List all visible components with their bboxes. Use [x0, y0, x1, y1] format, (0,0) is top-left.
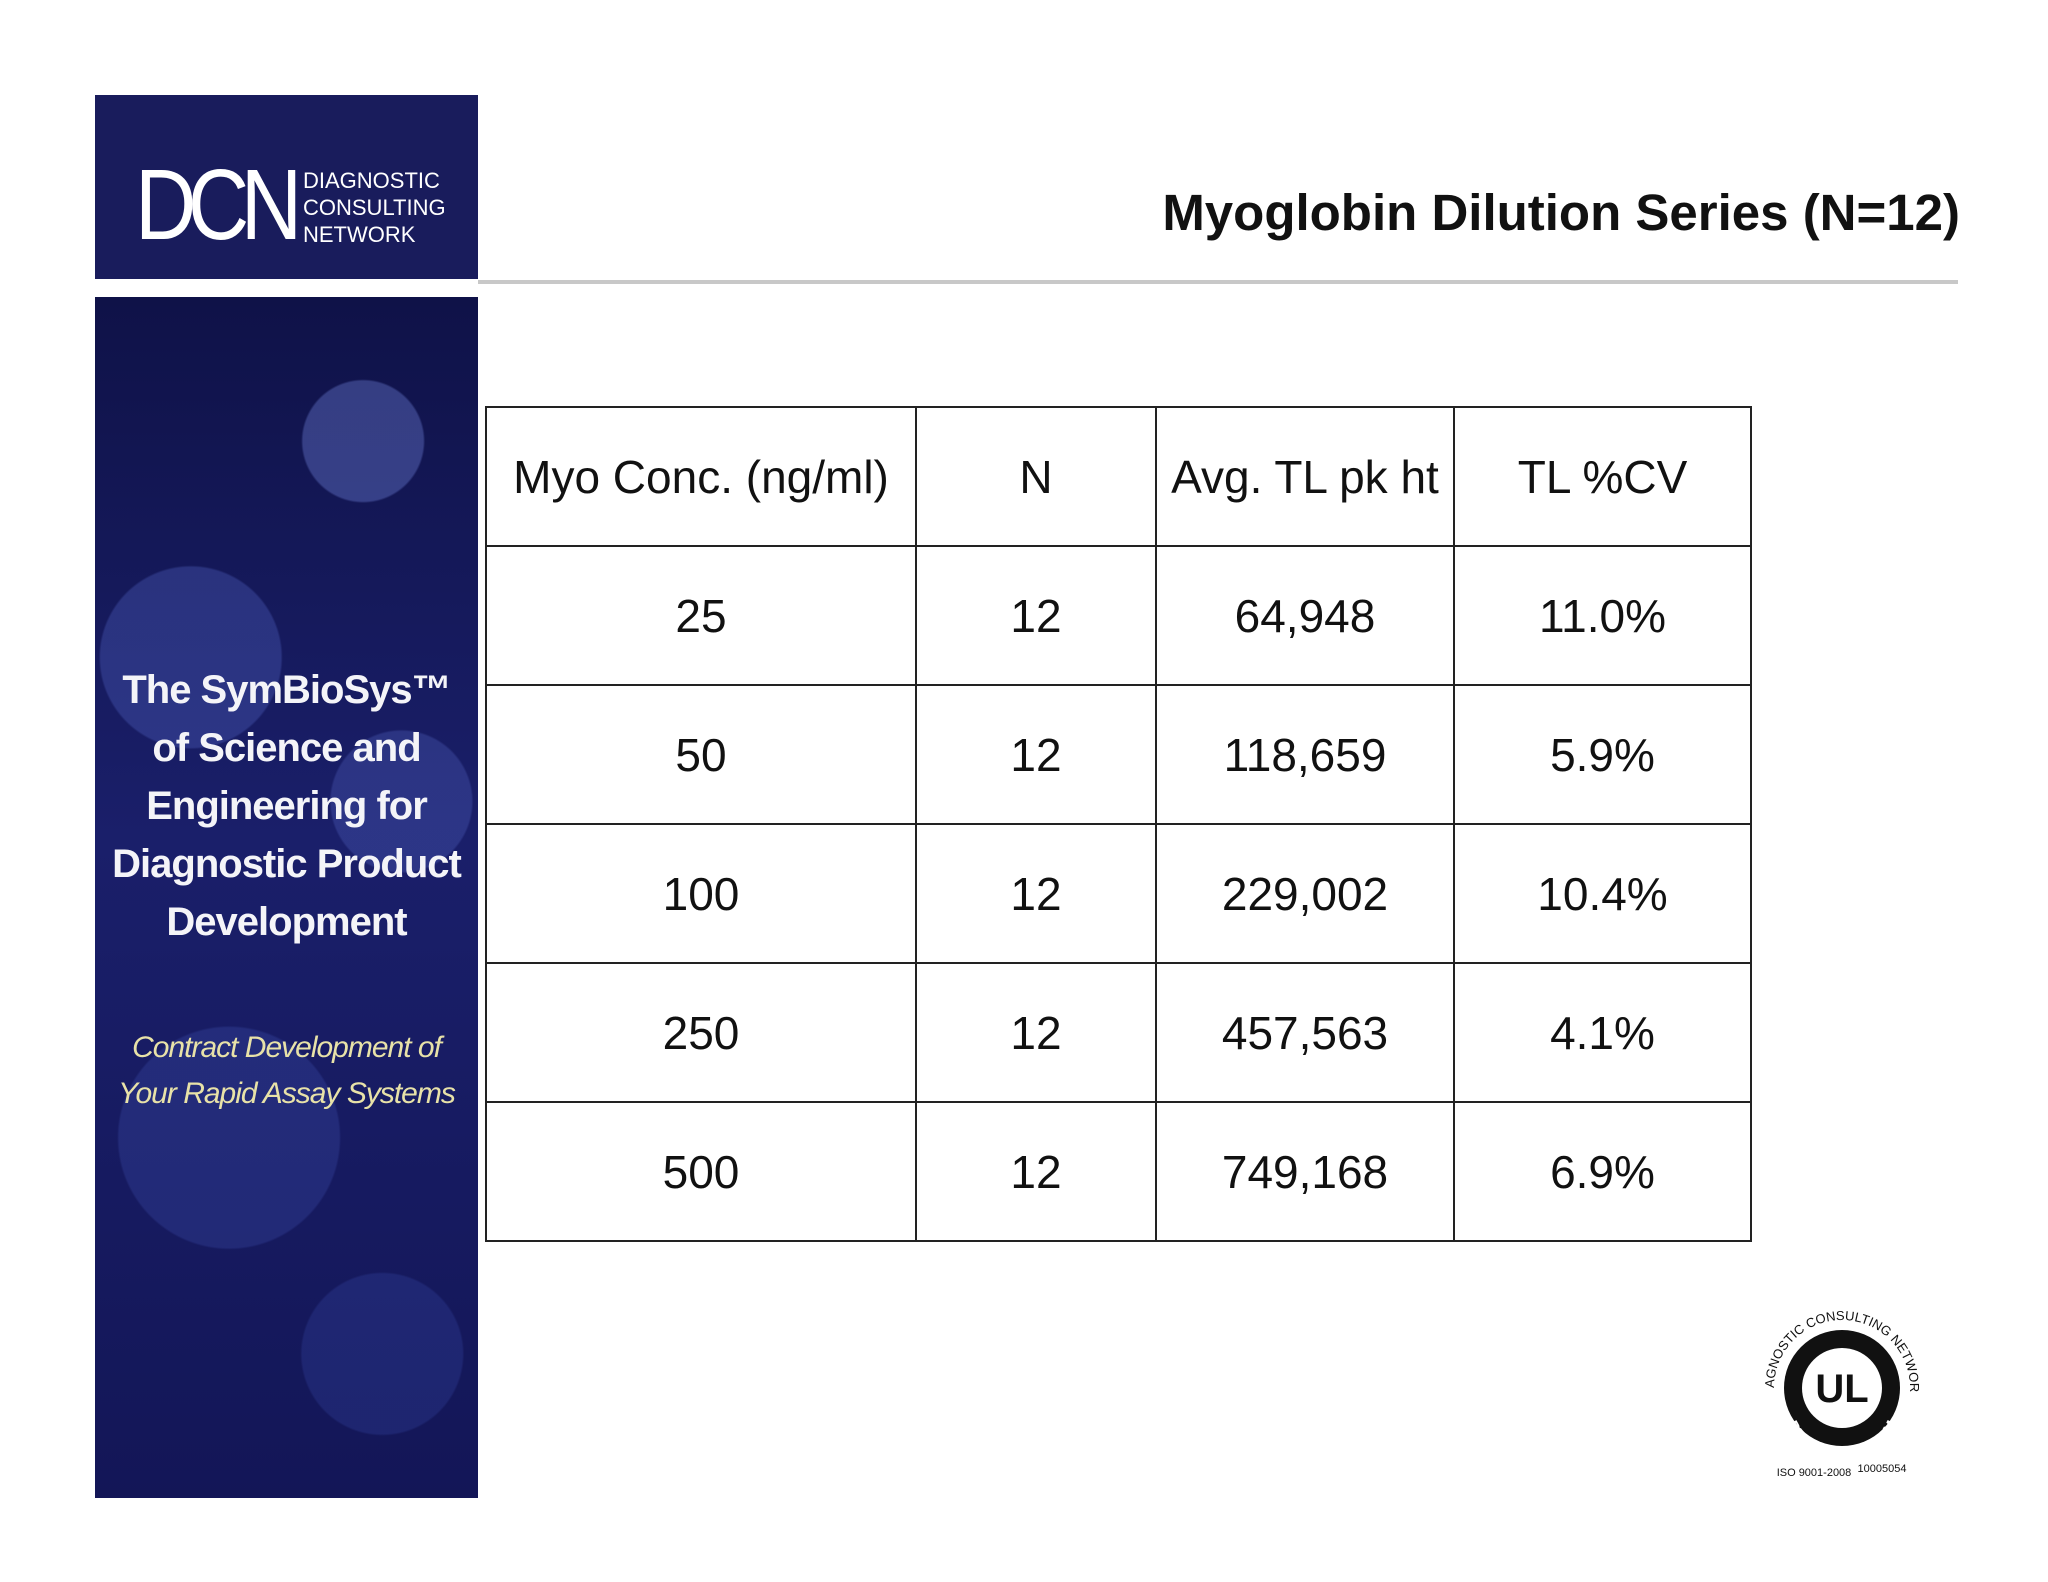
cell-avg-tl: 118,659	[1155, 684, 1455, 825]
cell-myo-conc: 100	[485, 823, 917, 964]
title-rule	[478, 280, 1958, 284]
cell-n: 12	[915, 1101, 1157, 1242]
cell-n: 12	[915, 823, 1157, 964]
table-header-row: Myo Conc. (ng/ml) N Avg. TL pk ht TL %CV	[485, 406, 1752, 547]
cell-myo-conc: 25	[485, 545, 917, 686]
cell-myo-conc: 50	[485, 684, 917, 825]
contract-tagline: Contract Development of Your Rapid Assay…	[118, 1031, 456, 1110]
table-row: 50 12 118,659 5.9%	[485, 684, 1752, 825]
seal-iso-text: ISO 9001-2008	[1777, 1467, 1852, 1479]
hero-background	[95, 297, 478, 1498]
table-row: 500 12 749,168 6.9%	[485, 1101, 1752, 1242]
table-row: 25 12 64,948 11.0%	[485, 545, 1752, 686]
header-myo-conc: Myo Conc. (ng/ml)	[485, 406, 917, 547]
seal-ul-text: UL	[1815, 1367, 1868, 1411]
logo-word: DIAGNOSTIC	[303, 168, 440, 193]
dilution-table: Myo Conc. (ng/ml) N Avg. TL pk ht TL %CV…	[485, 406, 1752, 1242]
logo-separator	[95, 279, 478, 297]
cell-n: 12	[915, 684, 1157, 825]
ul-registered-firm-seal: DIAGNOSTIC CONSULTING NETWORK UL REGISTE…	[1752, 1288, 1922, 1479]
header-n: N	[915, 406, 1157, 547]
cell-n: 12	[915, 962, 1157, 1103]
cell-tl-cv: 11.0%	[1453, 545, 1752, 686]
seal-number-text: 10005054	[1858, 1463, 1907, 1475]
cell-avg-tl: 229,002	[1155, 823, 1455, 964]
cell-avg-tl: 64,948	[1155, 545, 1455, 686]
tagline: The SymBioSys™ of Science and Engineerin…	[112, 668, 462, 944]
table-row: 100 12 229,002 10.4%	[485, 823, 1752, 964]
logo-word: CONSULTING	[303, 195, 446, 220]
table-row: 250 12 457,563 4.1%	[485, 962, 1752, 1103]
cell-tl-cv: 10.4%	[1453, 823, 1752, 964]
cell-tl-cv: 5.9%	[1453, 684, 1752, 825]
logo-band: DCN DIAGNOSTIC CONSULTING NETWORK	[95, 95, 478, 279]
cell-avg-tl: 457,563	[1155, 962, 1455, 1103]
cell-myo-conc: 250	[485, 962, 917, 1103]
header-tl-cv: TL %CV	[1453, 406, 1752, 547]
logo-word: NETWORK	[303, 222, 416, 247]
dcn-logo-words: DIAGNOSTIC CONSULTING NETWORK	[303, 167, 446, 248]
header-avg-tl: Avg. TL pk ht	[1155, 406, 1455, 547]
slide-title: Myoglobin Dilution Series (N=12)	[1162, 184, 1960, 241]
sidebar-banner: DCN DIAGNOSTIC CONSULTING NETWORK The Sy…	[95, 95, 478, 1498]
cell-n: 12	[915, 545, 1157, 686]
dcn-logo-mark: DCN	[135, 149, 302, 261]
cell-tl-cv: 6.9%	[1453, 1101, 1752, 1242]
cell-myo-conc: 500	[485, 1101, 917, 1242]
cell-avg-tl: 749,168	[1155, 1101, 1455, 1242]
cell-tl-cv: 4.1%	[1453, 962, 1752, 1103]
